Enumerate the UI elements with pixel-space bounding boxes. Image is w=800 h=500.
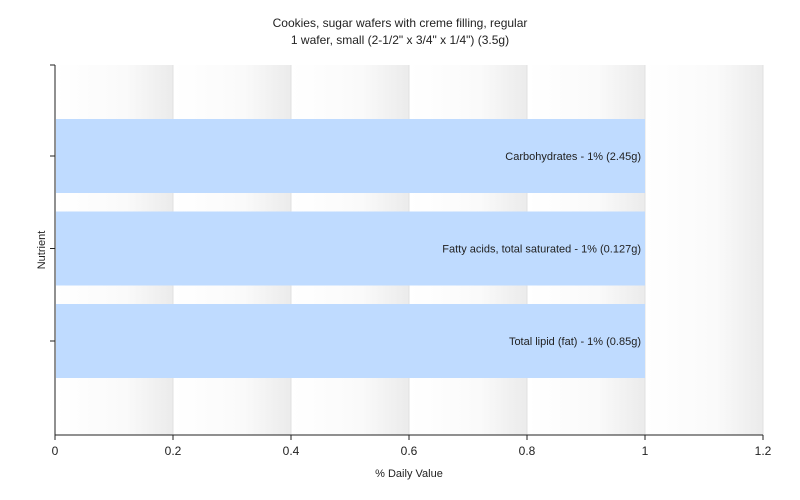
x-tick-label: 0.4 bbox=[283, 444, 300, 458]
chart-title: Cookies, sugar wafers with creme filling… bbox=[273, 16, 528, 47]
y-axis-label: Nutrient bbox=[36, 231, 48, 270]
bars bbox=[56, 119, 645, 378]
x-tick-label: 0.6 bbox=[401, 444, 418, 458]
bar-labels: Carbohydrates - 1% (2.45g) Fatty acids, t… bbox=[442, 151, 641, 348]
x-tick-label: 1.2 bbox=[755, 444, 772, 458]
y-ticks bbox=[50, 64, 55, 342]
chart-title-text: Cookies, sugar wafers with creme filling… bbox=[273, 16, 528, 30]
chart-subtitle-text: 1 wafer, small (2-1/2" x 3/4" x 1/4") (3… bbox=[291, 33, 509, 47]
bar bbox=[56, 119, 645, 193]
x-tick-label: 0.8 bbox=[519, 444, 536, 458]
bar-label: Carbohydrates - 1% (2.45g) bbox=[505, 151, 641, 163]
axes: 0 0.2 0.4 0.6 0.8 1 1.2 bbox=[50, 64, 772, 458]
x-tick-label: 1 bbox=[642, 444, 649, 458]
x-ticks: 0 0.2 0.4 0.6 0.8 1 1.2 bbox=[52, 435, 772, 458]
x-tick-label: 0.2 bbox=[165, 444, 182, 458]
bar-label: Fatty acids, total saturated - 1% (0.127… bbox=[442, 244, 641, 256]
x-axis-label: % Daily Value bbox=[375, 468, 443, 480]
x-tick-label: 0 bbox=[52, 444, 59, 458]
bar-label: Total lipid (fat) - 1% (0.85g) bbox=[509, 336, 641, 348]
bar bbox=[56, 304, 645, 378]
grid-band bbox=[645, 65, 763, 435]
bar bbox=[56, 211, 645, 286]
